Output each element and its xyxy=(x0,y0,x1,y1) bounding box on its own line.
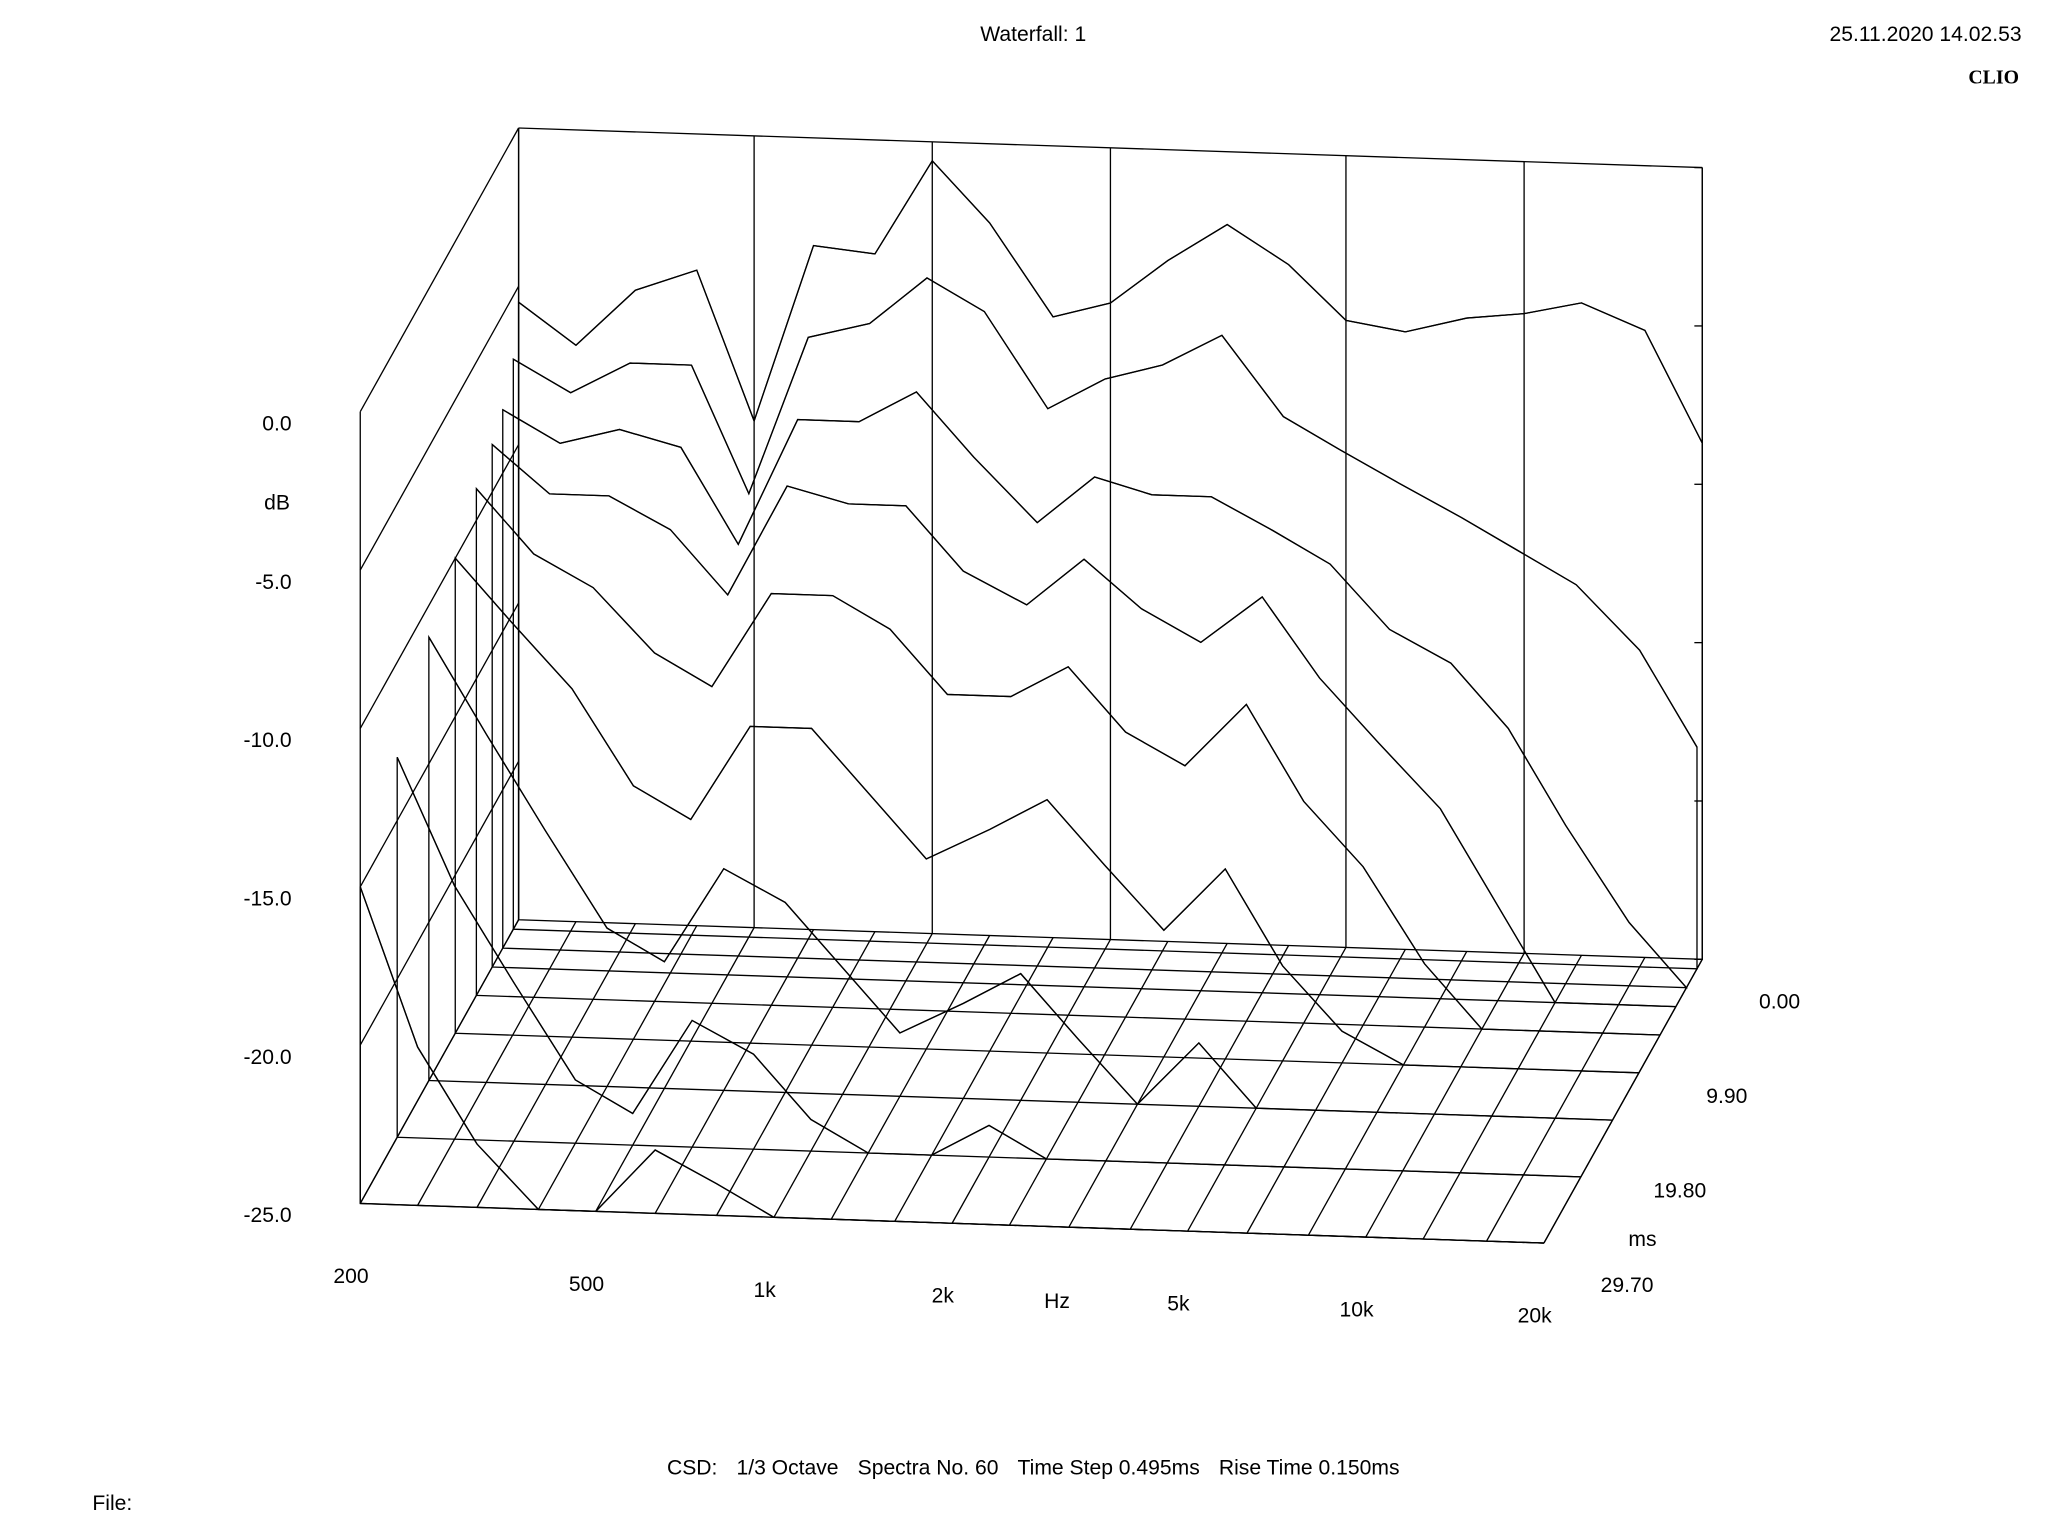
chart-title: Waterfall: 1 xyxy=(980,23,1086,46)
floor-line xyxy=(1365,953,1525,1238)
z-tick-label: 29.70 xyxy=(1601,1274,1654,1297)
z-tick-label: 0.00 xyxy=(1759,990,1800,1013)
timestamp: 25.11.2020 14.02.53 xyxy=(1829,23,2021,46)
spectrum xyxy=(359,886,1544,1244)
spectrum xyxy=(475,488,1661,1036)
spectrum-fill xyxy=(454,556,1639,1074)
floor-line xyxy=(1068,943,1228,1228)
spectrum xyxy=(396,756,1581,1178)
floor-line xyxy=(654,929,815,1214)
brand: CLIO xyxy=(1968,67,2019,89)
y-tick-label: -5.0 xyxy=(255,571,291,594)
floor-line xyxy=(1246,949,1406,1234)
x-tick-label: 10k xyxy=(1339,1299,1373,1322)
floor-line xyxy=(773,933,933,1218)
floor-line xyxy=(1008,941,1169,1226)
y-tick-label: -20.0 xyxy=(244,1046,292,1069)
floor-line xyxy=(830,935,991,1220)
x-axis-label: Hz xyxy=(1044,1290,1070,1313)
grid-line xyxy=(359,761,520,1046)
footer-item: Spectra No. 60 xyxy=(858,1456,999,1479)
footer-item: Time Step 0.495ms xyxy=(1018,1456,1200,1479)
footer-item: CSD: xyxy=(667,1456,717,1479)
x-tick-label: 200 xyxy=(333,1265,368,1288)
frame-edge xyxy=(518,127,1703,169)
floor-line xyxy=(894,937,1054,1222)
footer-item: Rise Time 0.150ms xyxy=(1219,1456,1400,1479)
spectrum xyxy=(518,159,1703,444)
z-tick-label: 19.80 xyxy=(1653,1180,1706,1203)
z-axis-label: ms xyxy=(1628,1228,1656,1251)
spectrum xyxy=(491,443,1676,1008)
grid-line xyxy=(359,127,520,413)
spectrum xyxy=(428,636,1613,1121)
y-tick-label: -10.0 xyxy=(244,729,292,752)
x-tick-label: 500 xyxy=(569,1273,604,1296)
spectrum xyxy=(512,277,1698,748)
grid-line xyxy=(359,602,520,888)
floor-line xyxy=(1422,954,1583,1240)
floor-line xyxy=(951,939,1112,1224)
floor-line xyxy=(359,919,520,1204)
floor-line xyxy=(715,931,876,1216)
spectrum xyxy=(454,557,1639,1074)
floor-line xyxy=(417,921,577,1206)
footer: CSD: 1/3 Octave Spectra No. 60 Time Step… xyxy=(667,1456,1400,1479)
floor-line xyxy=(1485,957,1646,1242)
floor-line xyxy=(595,927,755,1212)
floor-line xyxy=(537,925,698,1210)
spectrum-fill xyxy=(359,886,1544,1244)
footer-item: 1/3 Octave xyxy=(736,1456,838,1479)
z-tick-label: 9.90 xyxy=(1706,1085,1747,1108)
file-label: File: xyxy=(92,1492,132,1515)
spectrum-fill xyxy=(396,756,1581,1178)
floor-line xyxy=(476,923,636,1208)
y-tick-label: 0.0 xyxy=(262,412,291,435)
floor-line xyxy=(1187,947,1347,1232)
x-tick-label: 20k xyxy=(1518,1305,1552,1328)
x-tick-label: 1k xyxy=(754,1279,777,1302)
floor-line xyxy=(1307,951,1468,1236)
y-axis-label: dB xyxy=(264,492,290,515)
y-tick-label: -15.0 xyxy=(244,888,292,911)
grid-line xyxy=(359,286,520,571)
spectrum-fill xyxy=(502,391,1688,989)
x-tick-label: 5k xyxy=(1167,1293,1190,1316)
y-tick-label: -25.0 xyxy=(244,1204,292,1227)
spectrum-fill xyxy=(428,634,1613,1121)
spectrum xyxy=(502,391,1687,989)
x-tick-label: 2k xyxy=(932,1285,955,1308)
grid-line xyxy=(359,444,520,729)
